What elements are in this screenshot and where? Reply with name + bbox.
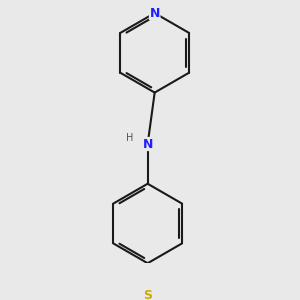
Text: N: N bbox=[149, 7, 160, 20]
Text: S: S bbox=[143, 290, 152, 300]
Text: N: N bbox=[142, 137, 153, 151]
Text: H: H bbox=[126, 134, 134, 143]
